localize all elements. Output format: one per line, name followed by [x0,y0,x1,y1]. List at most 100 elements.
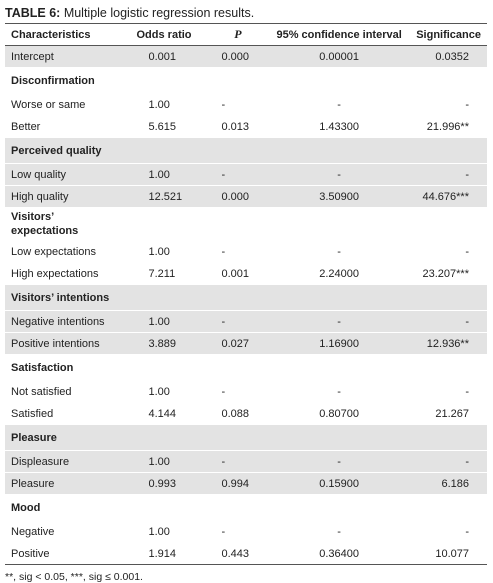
footnote: **, sig < 0.05, ***, sig ≤ 0.001. [5,571,143,583]
data-row: Pleasure 0.993 0.994 0.15900 6.186 [5,472,487,495]
cell: 5.615 [126,115,206,138]
row-label: Low quality [5,163,127,186]
cell: 0.027 [205,332,271,355]
cell: - [407,310,487,333]
column-header: Characteristics [5,23,127,46]
cell: 1.00 [126,310,206,333]
cell: - [270,380,408,403]
empty-cell [205,424,271,451]
row-label: Better [5,115,127,138]
empty-cell [407,494,487,521]
row-label: Pleasure [5,472,127,495]
empty-cell [270,354,408,381]
data-row: Low quality 1.00- - - [5,163,487,186]
data-row: High quality 12.521 0.000 3.50900 44.676*** [5,185,487,208]
cell: 21.267 [407,402,487,425]
data-row: Not satisfied 1.00- - - [5,380,487,403]
cell: 0.80700 [270,402,408,425]
empty-cell [270,137,408,164]
cell: 0.000 [205,45,271,68]
cell: - [407,380,487,403]
cell: - [205,380,271,403]
empty-cell [205,67,271,94]
data-row: Low expectations 1.00- - - [5,240,487,263]
cell: 44.676*** [407,185,487,208]
cell: 1.00 [126,450,206,473]
cell: 1.00 [126,520,206,543]
column-header: P [205,23,271,46]
cell: 6.186 [407,472,487,495]
row-label: High quality [5,185,127,208]
empty-cell [126,284,206,311]
table-document: TABLE 6: Multiple logistic regression re… [5,4,487,583]
cell: - [270,310,408,333]
empty-cell [126,424,206,451]
data-row: Negative 1.00- - - [5,520,487,543]
row-label: Not satisfied [5,380,127,403]
data-row: Worse or same 1.00- - - [5,93,487,116]
empty-cell [126,137,206,164]
empty-cell [205,207,271,241]
empty-cell [270,424,408,451]
empty-cell [407,137,487,164]
empty-cell [270,67,408,94]
empty-cell [205,354,271,381]
cell: 0.994 [205,472,271,495]
cell: 0.993 [126,472,206,495]
data-row: Positive 1.914 0.443 0.36400 10.077 [5,542,487,565]
empty-cell [270,494,408,521]
empty-cell [126,354,206,381]
empty-cell [407,207,487,241]
row-label: Satisfied [5,402,127,425]
cell: 1.00 [126,380,206,403]
empty-cell [407,284,487,311]
row-label: Positive [5,542,127,565]
cell: 1.16900 [270,332,408,355]
empty-cell [126,494,206,521]
cell: 3.50900 [270,185,408,208]
cell: 0.15900 [270,472,408,495]
cell: 12.521 [126,185,206,208]
empty-cell [126,207,206,241]
header-row: Characteristics Odds ratio P 95% confidence… [5,23,487,46]
group-row: Disconfirmation [5,67,487,94]
group-label: Disconfirmation [5,67,127,94]
cell: 2.24000 [270,262,408,285]
cell: 1.43300 [270,115,408,138]
cell: - [407,240,487,263]
column-header: Significance [407,23,487,46]
group-row: Perceived quality [5,137,487,164]
cell: - [205,450,271,473]
cell: 0.0352 [407,45,487,68]
cell: 12.936** [407,332,487,355]
page: TABLE 6: Multiple logistic regression re… [5,6,487,583]
row-label: Low expectations [5,240,127,263]
cell: 4.144 [126,402,206,425]
cell: 0.443 [205,542,271,565]
empty-cell [407,354,487,381]
cell: - [270,450,408,473]
row-label: Intercept [5,45,127,68]
results-table: Characteristics Odds ratio P 95% confidence… [5,23,487,565]
column-header: Odds ratio [126,23,206,46]
data-row: Negative intentions 1.00- - - [5,310,487,333]
cell: 1.00 [126,163,206,186]
empty-cell [205,284,271,311]
cell: 23.207*** [407,262,487,285]
cell: 0.013 [205,115,271,138]
cell: 1.00 [126,93,206,116]
cell: 0.36400 [270,542,408,565]
column-header: 95% confidence interval [270,23,408,46]
group-row: Satisfaction [5,354,487,381]
table-body: Intercept 0.001 0.000 0.00001 0.0352 Disconfi… [5,45,487,565]
cell: - [205,163,271,186]
cell: 1.914 [126,542,206,565]
cell: 10.077 [407,542,487,565]
group-label: Satisfaction [5,354,127,381]
cell: - [270,163,408,186]
cell: 0.001 [126,45,206,68]
title-text: Multiple logistic regression results. [63,6,255,20]
group-label: Perceived quality [5,137,127,164]
cell: 3.889 [126,332,206,355]
cell: - [407,93,487,116]
